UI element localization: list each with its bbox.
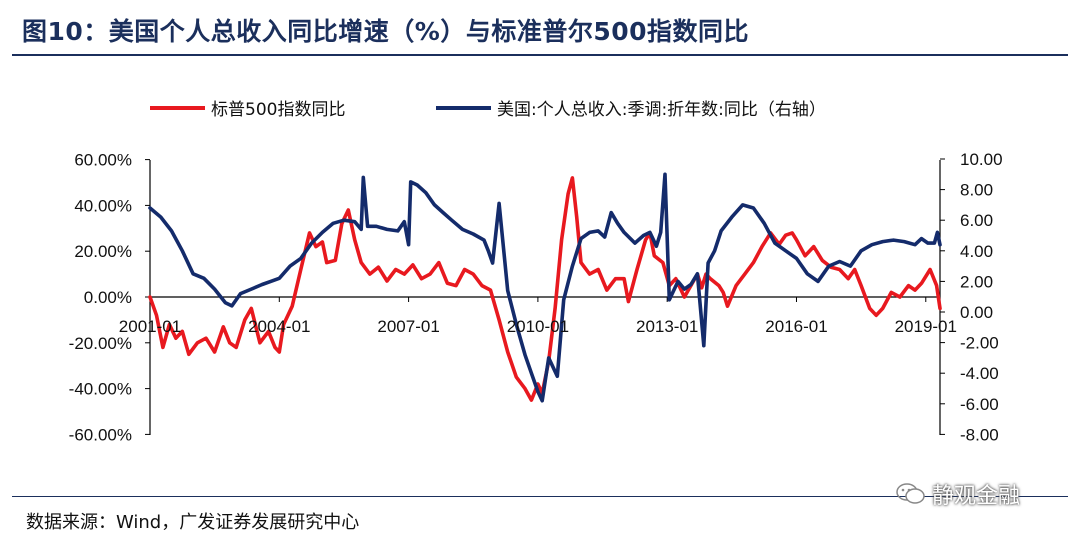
tick-labels: 60.00% 40.00% 20.00% 0.00% -20.00% -40.00% -60… <box>69 150 1003 444</box>
legend-item-income: 美国:个人总收入:季调:折年数:同比（右轴） <box>436 95 826 120</box>
x-tick-label: 2016-01 <box>765 317 827 336</box>
x-tick-label: 2004-01 <box>248 317 310 336</box>
left-tick-label: -40.00% <box>69 380 132 399</box>
right-tick-label: -8.00 <box>960 425 999 444</box>
x-tick-label: 2007-01 <box>377 317 439 336</box>
left-tick-label: 0.00% <box>84 288 132 307</box>
legend-item-sp500: 标普500指数同比 <box>150 95 345 120</box>
x-tick-label: 2010-01 <box>507 317 569 336</box>
wechat-icon <box>896 482 926 506</box>
right-tick-label: 6.00 <box>960 211 993 230</box>
left-tick-label: 60.00% <box>74 151 132 170</box>
right-tick-label: 4.00 <box>960 242 993 261</box>
chart-svg: 60.00% 40.00% 20.00% 0.00% -20.00% -40.00% -60… <box>69 150 1003 444</box>
right-tick-label: -6.00 <box>960 395 999 414</box>
series-line-income <box>148 172 942 403</box>
source-divider <box>12 496 1068 497</box>
legend: 标普500指数同比 美国:个人总收入:季调:折年数:同比（右轴） <box>0 95 1080 121</box>
right-tick-label: -4.00 <box>960 364 999 383</box>
title-divider <box>12 54 1068 56</box>
chart-title: 图10：美国个人总收入同比增速（%）与标准普尔500指数同比 <box>22 17 750 46</box>
right-tick-label: 8.00 <box>960 181 993 200</box>
source-note: 数据来源：Wind，广发证券发展研究中心 <box>26 512 360 533</box>
left-tick-label: 40.00% <box>74 196 132 215</box>
right-tick-label: 2.00 <box>960 272 993 291</box>
series-line-sp500 <box>148 176 942 402</box>
legend-swatch-income <box>436 105 491 110</box>
legend-swatch-sp500 <box>150 105 205 110</box>
legend-label-sp500: 标普500指数同比 <box>211 100 346 120</box>
watermark: 静观金融 <box>896 478 1020 510</box>
legend-label-income: 美国:个人总收入:季调:折年数:同比（右轴） <box>497 100 826 120</box>
watermark-text: 静观金融 <box>932 484 1021 509</box>
series-layer <box>148 172 942 403</box>
x-tick-label: 2001-01 <box>119 317 181 336</box>
x-tick-label: 2013-01 <box>636 317 698 336</box>
left-tick-label: 20.00% <box>74 242 132 261</box>
right-tick-label: -2.00 <box>960 334 999 353</box>
x-tick-label: 2019-01 <box>895 317 957 336</box>
left-tick-label: -20.00% <box>69 334 132 353</box>
left-tick-label: -60.00% <box>69 425 132 444</box>
right-tick-label: 10.00 <box>960 150 1003 169</box>
right-tick-label: 0.00 <box>960 303 993 322</box>
